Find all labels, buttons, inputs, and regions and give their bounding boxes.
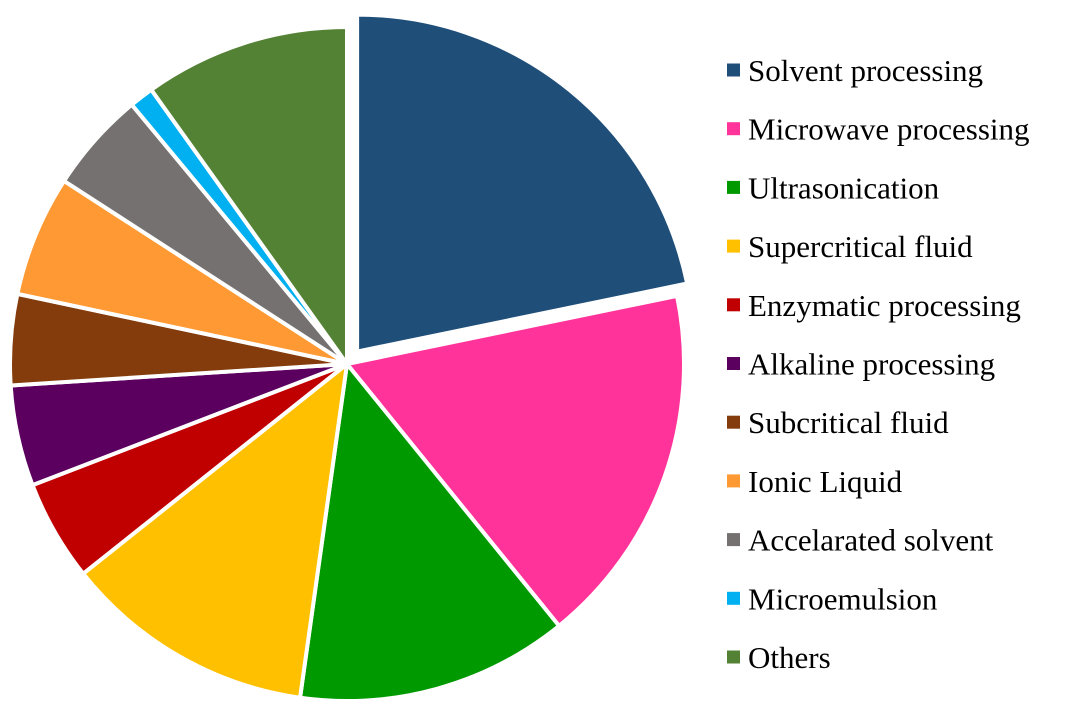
- legend: Solvent processing Microwave processing Ul…: [727, 53, 1030, 675]
- pie-slice-ultrasonication: [298, 362, 562, 703]
- legend-swatch-microwave-processing: [727, 122, 740, 136]
- pie-slice-solvent-processing: [355, 12, 690, 354]
- legend-swatch-supercritical-fluid: [727, 239, 740, 253]
- pie-slice-supercritical-fluid: [81, 362, 349, 700]
- legend-label-microwave-processing: Microwave processing: [748, 112, 1030, 147]
- legend-label-microemulsion: Microemulsion: [748, 581, 938, 616]
- legend-swatch-ionic-liquid: [727, 474, 740, 488]
- legend-label-ultrasonication: Ultrasonication: [748, 170, 940, 205]
- pie-slice-ionic-liquid: [15, 178, 349, 366]
- legend-swatch-alkaline-processing: [727, 357, 740, 370]
- legend-label-accelarated-solvent: Accelarated solvent: [748, 523, 994, 558]
- pie-slices: [8, 12, 690, 703]
- legend-label-ionic-liquid: Ionic Liquid: [748, 464, 903, 499]
- legend-label-solvent-processing: Solvent processing: [748, 53, 983, 88]
- legend-label-enzymatic-processing: Enzymatic processing: [748, 288, 1021, 323]
- pie-slice-microwave-processing: [345, 293, 686, 628]
- legend-swatch-enzymatic-processing: [727, 298, 740, 312]
- legend-swatch-microemulsion: [727, 591, 740, 605]
- legend-swatch-ultrasonication: [727, 180, 740, 194]
- legend-swatch-others: [727, 650, 740, 664]
- pie-slice-others: [149, 25, 349, 366]
- legend-swatch-solvent-processing: [727, 63, 740, 77]
- legend-label-others: Others: [748, 640, 831, 675]
- legend-swatch-accelarated-solvent: [727, 533, 740, 547]
- legend-label-alkaline-processing: Alkaline processing: [748, 347, 995, 382]
- legend-swatch-subcritical-fluid: [727, 415, 740, 429]
- legend-label-subcritical-fluid: Subcritical fluid: [748, 405, 949, 440]
- legend-label-supercritical-fluid: Supercritical fluid: [748, 229, 973, 264]
